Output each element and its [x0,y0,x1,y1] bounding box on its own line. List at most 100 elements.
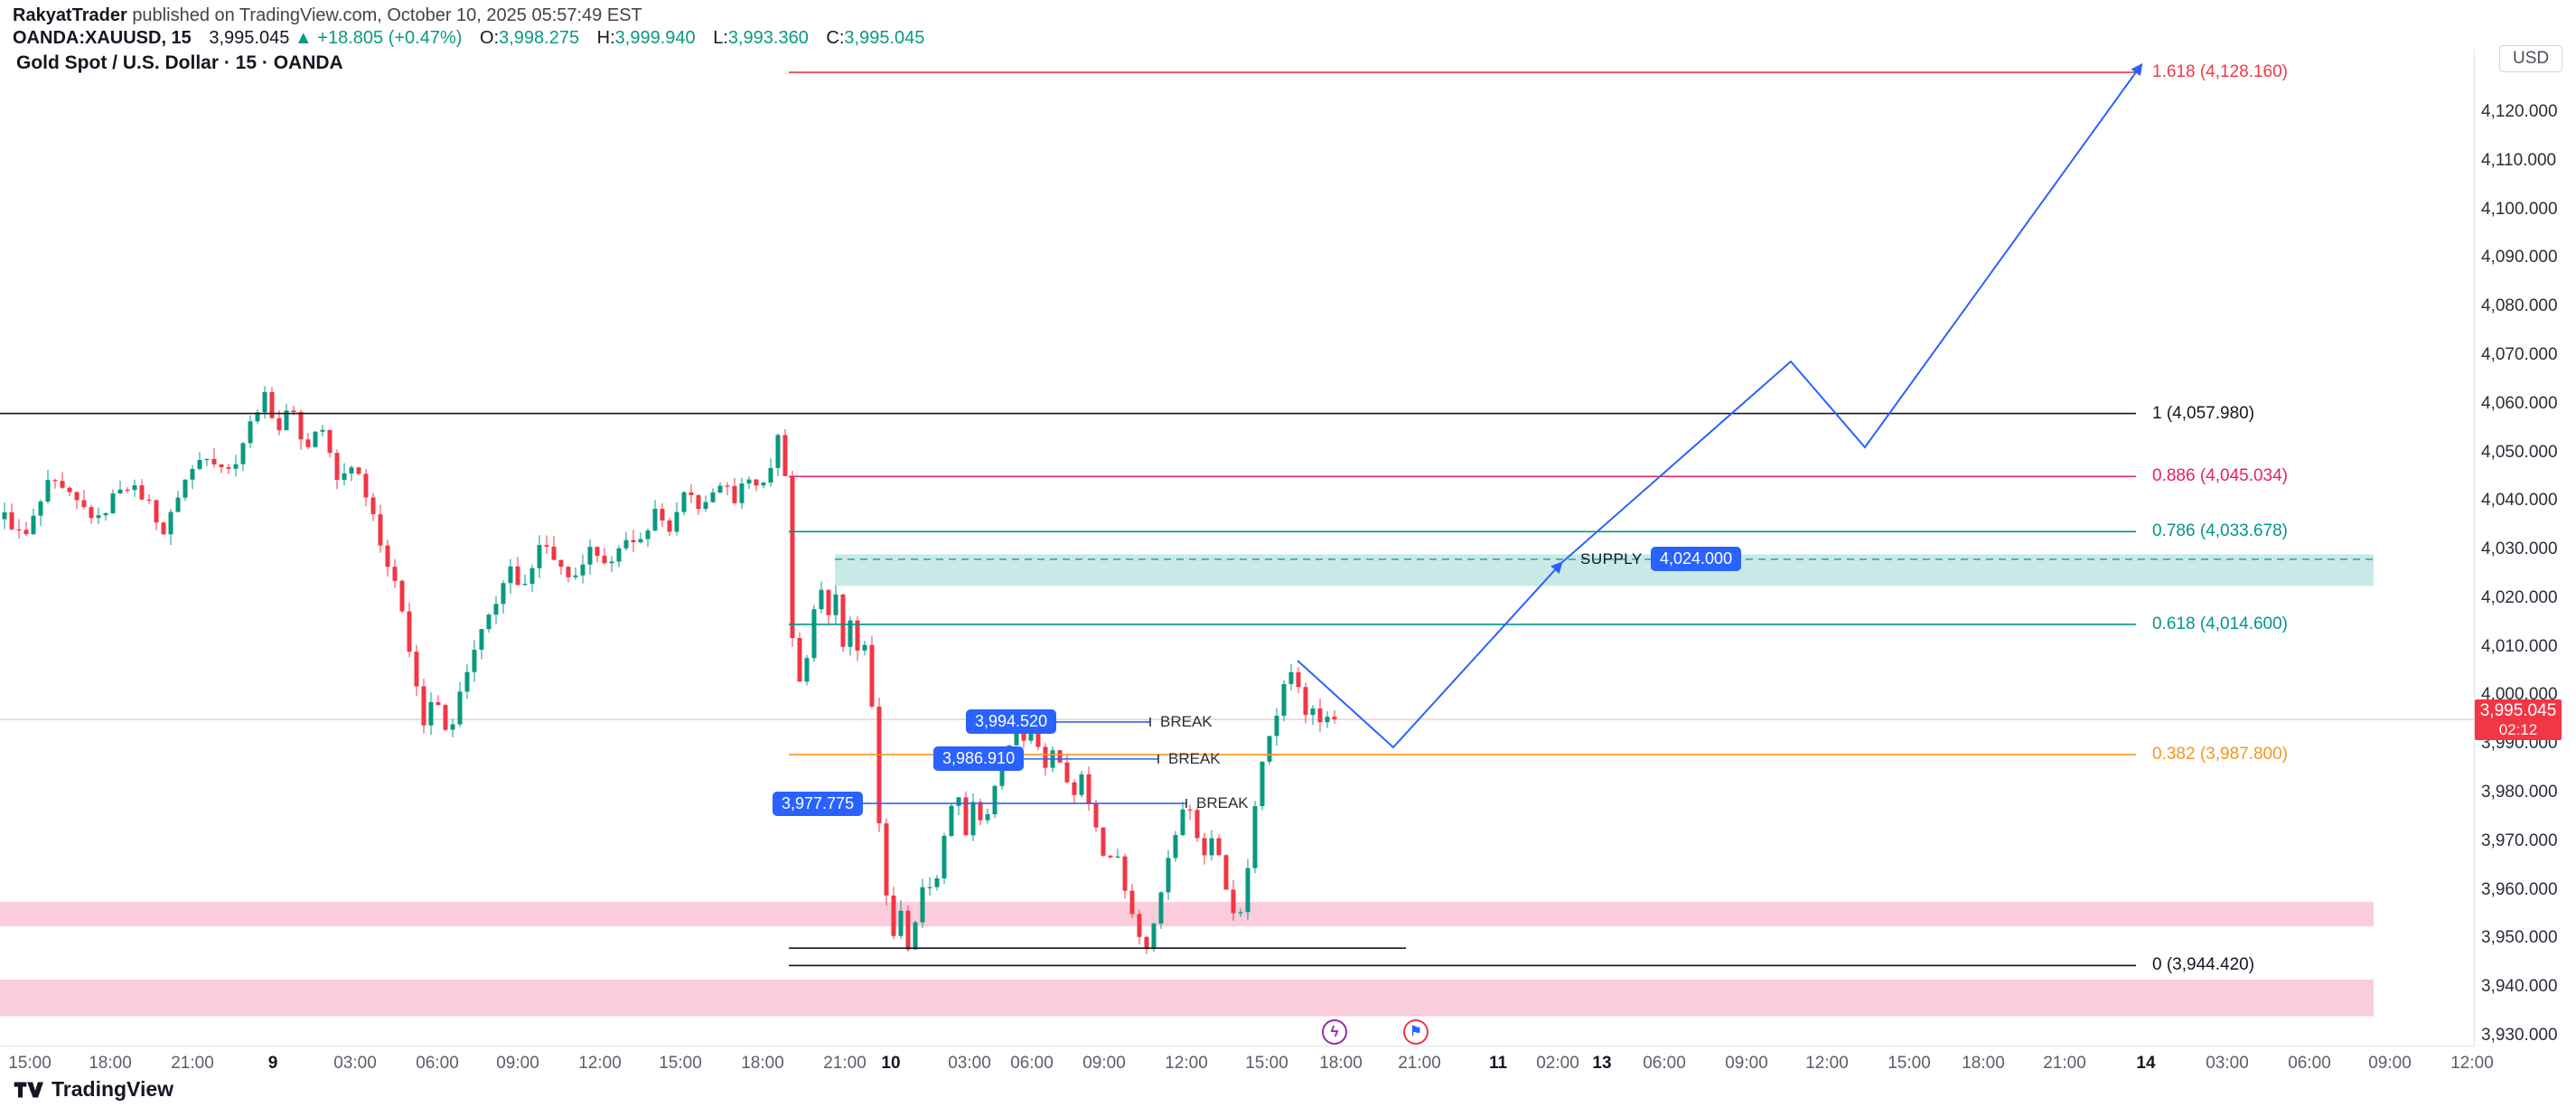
price-axis-label: 4,010.000 [2481,636,2558,656]
candle-body [443,705,448,730]
candle-body [696,494,701,510]
supply-label: SUPPLY [1580,549,1643,568]
candle-body [38,502,43,516]
candle-body [688,492,694,495]
candle-body [125,489,130,491]
last-price-value: 3,995.045 [2479,701,2557,721]
fib-level-label: 0.886 (4,045.034) [2152,466,2289,486]
time-axis[interactable]: 15:00 18:00 21:00 9 03:00 06:00 09:00 12:00 15:0… [0,1046,2494,1083]
price-level-tag[interactable]: 3,994.520 [966,709,1057,735]
candle-body [515,566,520,586]
candle-body [2,511,7,520]
candle-body [833,594,838,615]
candle-body [739,483,745,503]
projection-arrow-1 [1297,561,1563,749]
candle-body [284,410,289,431]
candle-body [248,421,253,444]
time-axis-label: 21:00 [823,1054,866,1073]
candle-body [652,509,658,531]
candle-body [1093,803,1099,828]
candle-body [1108,855,1113,858]
candle-body [1166,858,1171,893]
candle-body [96,515,101,519]
candle-body [920,887,925,923]
candle-body [103,512,108,516]
candle-body [819,589,824,610]
time-axis-label: 15:00 [8,1054,52,1073]
candle-body [407,611,412,652]
time-axis-label: 03:00 [333,1054,377,1073]
low-label: L: [713,28,728,48]
candle-body [436,701,441,706]
candle-body [1296,671,1301,688]
candle-body [1173,835,1178,858]
candle-body [1158,892,1164,924]
time-axis-label: 14 [2136,1054,2156,1073]
candle-body [464,671,470,692]
candle-body [522,584,528,586]
time-axis-label: 12:00 [1165,1054,1208,1073]
candle-body [1332,717,1337,720]
candle-body [566,567,571,577]
candle-body [183,479,188,498]
time-axis-label: 18:00 [1319,1054,1363,1073]
high-value: 3,999.940 [614,28,696,48]
chart-legend: Gold Spot / U.S. Dollar · 15 · OANDA [16,52,343,73]
candle-body [790,475,795,639]
candle-body [1035,728,1041,747]
candle-body [117,489,123,494]
candle-body [645,530,651,539]
candle-body [31,515,36,535]
flash-event-icon[interactable]: ϟ [1322,1019,1347,1045]
economic-event-icon[interactable]: ⚑ [1403,1019,1429,1045]
candle-body [768,467,773,483]
candle-body [855,620,860,651]
time-axis-label: 18:00 [741,1054,784,1073]
time-axis-label: 12:00 [578,1054,622,1073]
fib-level-label: 0.618 (4,014.600) [2152,614,2289,633]
candle-body [472,650,477,672]
candle-body [392,567,398,581]
candle-body [602,555,607,564]
candle-body [1028,728,1034,741]
bar-countdown: 02:12 [2498,721,2538,739]
candle-body [732,485,737,503]
supply-price-tag[interactable]: 4,024.000 [1651,547,1742,572]
candle-body [226,467,231,469]
candle-body [717,485,723,493]
projection-arrow-2 [1560,62,2143,565]
candle-body [927,887,932,888]
time-axis-label: 12:00 [1805,1054,1849,1073]
price-level-tag[interactable]: 3,977.775 [773,791,864,816]
candle-body [385,545,390,568]
candle-body [573,575,578,577]
fib-level-label: 1.618 (4,128.160) [2152,62,2289,82]
candle-body [342,473,347,481]
time-axis-label: 21:00 [2043,1054,2086,1073]
candle-body [1187,809,1193,811]
candle-body [146,499,152,502]
candle-body [1223,855,1229,890]
candle-body [1252,806,1258,868]
candle-body [45,480,51,502]
candle-body [23,530,29,535]
candle-body [667,520,672,532]
price-axis-label: 3,980.000 [2481,783,2558,802]
candle-body [840,594,846,647]
publish-info: RakyatTrader published on TradingView.co… [13,5,642,26]
candle-body [421,686,426,726]
price-axis-label: 4,020.000 [2481,587,2558,607]
time-axis-label: 09:00 [496,1054,539,1073]
candle-body [356,467,361,474]
open-label: O: [479,28,500,48]
currency-unit-badge[interactable]: USD [2499,45,2563,72]
price-level-tag[interactable]: 3,986.910 [933,746,1025,772]
price-axis-separator [2474,50,2475,1046]
break-annotation: BREAK [1160,712,1213,730]
candle-body [219,464,224,468]
candle-body [544,545,549,547]
tradingview-logo[interactable]: TradingView [13,1077,173,1102]
last-price: 3,995.045 [209,28,290,48]
